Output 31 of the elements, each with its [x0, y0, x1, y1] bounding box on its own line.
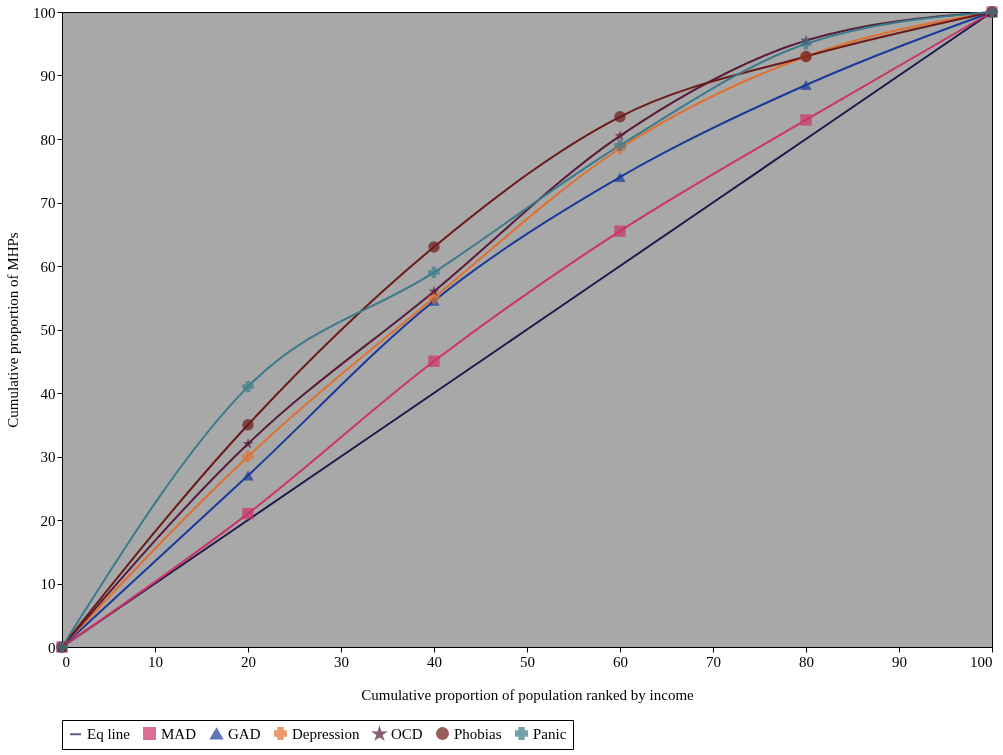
y-axis-title: Cumulative proportion of MHPs	[5, 232, 21, 428]
legend-label: Panic	[533, 725, 567, 742]
x-tick-label: 50	[520, 653, 535, 670]
x-axis-title: Cumulative proportion of population ranked by income	[361, 686, 695, 703]
y-tick-label: 60	[40, 258, 56, 275]
legend-label: Eq line	[87, 726, 131, 743]
y-tick-label: 20	[40, 512, 56, 529]
x-tick-label: 0	[62, 653, 70, 670]
y-tick-label: 40	[40, 385, 56, 402]
y-tick-label: 50	[40, 322, 56, 338]
y-tick-label: 30	[40, 449, 56, 465]
x-tick-label: 60	[613, 653, 628, 670]
y-tick-label: 90	[40, 68, 56, 84]
legend-label: Phobias	[454, 725, 502, 742]
legend-label: Depression	[292, 725, 360, 742]
legend-label: OCD	[391, 726, 423, 743]
x-tick-label: 100	[970, 653, 993, 670]
x-tick-label: 10	[148, 653, 163, 670]
y-tick-label: 100	[33, 4, 56, 21]
x-tick-label: 90	[892, 653, 907, 670]
y-tick-label: 70	[40, 195, 56, 211]
y-tick-label: 80	[40, 131, 56, 148]
x-tick-label: 40	[427, 653, 442, 670]
x-tick-label: 80	[799, 653, 814, 670]
x-tick-label: 30	[334, 653, 349, 670]
x-tick-label: 20	[241, 653, 256, 670]
legend-label: MAD	[161, 725, 197, 742]
legend-label: GAD	[228, 725, 261, 742]
y-tick-label: 0	[48, 639, 56, 656]
x-tick-label: 70	[706, 653, 721, 670]
y-tick-label: 10	[40, 576, 56, 592]
